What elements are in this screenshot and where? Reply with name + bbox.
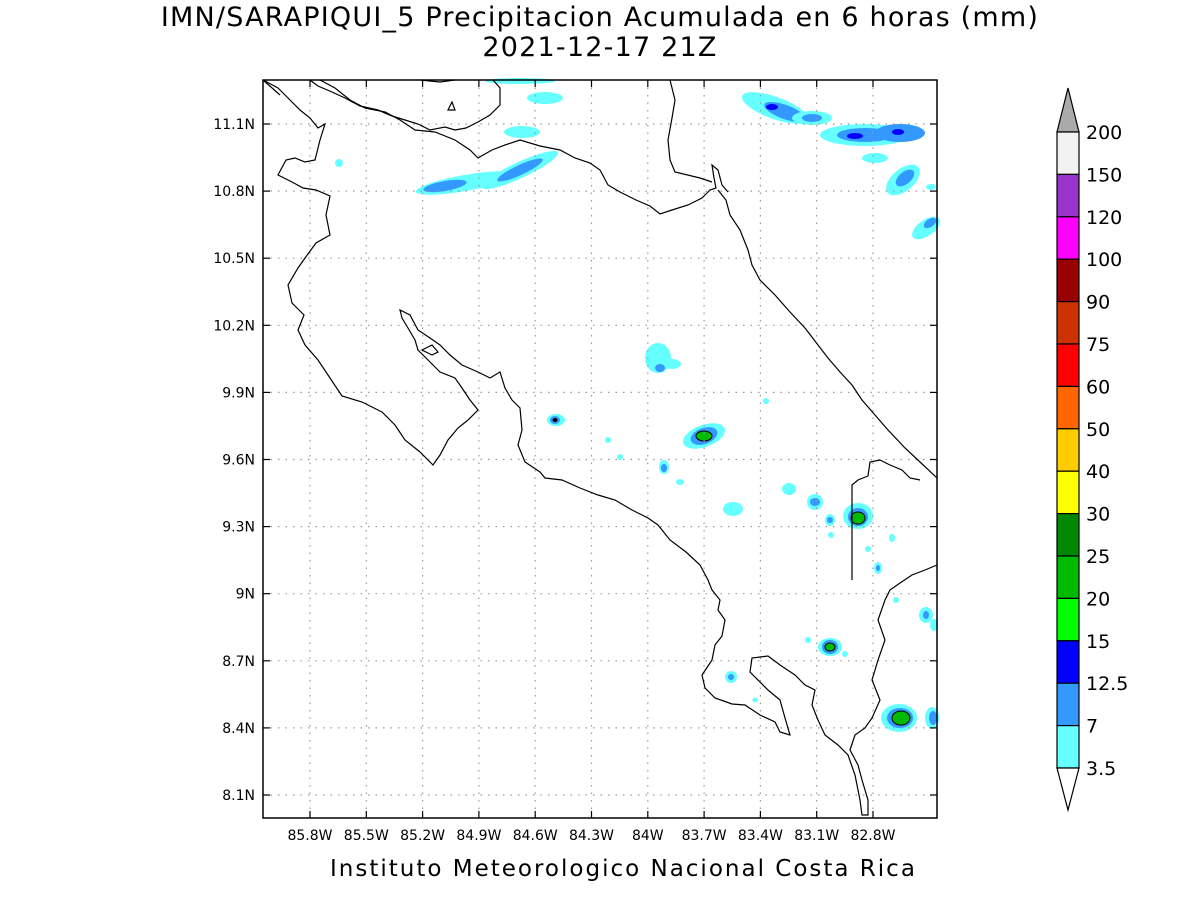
lon-tick-label: 84W: [632, 828, 664, 844]
colorbar-label: 120: [1086, 207, 1122, 229]
lat-tick-label: 11.1N: [213, 117, 255, 133]
lon-tick-label: 85.5W: [344, 828, 389, 844]
colorbar-box: [1056, 216, 1080, 260]
colorbar-label: 90: [1086, 292, 1110, 314]
colorbar-label: 75: [1086, 334, 1110, 356]
lon-tick-label: 83.4W: [738, 828, 783, 844]
lat-tick-label: 8.4N: [222, 721, 255, 737]
map-frame: [262, 79, 938, 819]
lat-tick-label: 8.7N: [222, 654, 255, 670]
colorbar-label: 20: [1086, 588, 1110, 610]
colorbar-label: 15: [1086, 631, 1110, 653]
lat-tick-label: 10.8N: [213, 184, 255, 200]
colorbar-box: [1056, 470, 1080, 515]
colorbar-box: [1056, 640, 1080, 684]
colorbar-box: [1056, 555, 1080, 600]
colorbar-box: [1056, 131, 1080, 176]
lat-tick-label: 9.6N: [222, 453, 255, 469]
map-title: IMN/SARAPIQUI_5 Precipitacion Acumulada …: [160, 2, 1040, 33]
latitude-labels: 11.1N 10.8N 10.5N 10.2N 9.9N 9.6N 9.3N 9N 8.7N 8.…: [213, 117, 255, 804]
colorbar-box: [1056, 724, 1080, 769]
footer-credit: Instituto Meteorologico Nacional Costa R…: [330, 856, 917, 882]
lon-tick-label: 84.3W: [569, 828, 614, 844]
colorbar-label: 3.5: [1086, 758, 1116, 780]
axis-ticks: [263, 80, 937, 818]
colorbar-box: [1056, 428, 1080, 472]
colorbar-label: 200: [1086, 122, 1122, 144]
lat-tick-label: 10.2N: [213, 318, 255, 334]
lat-tick-label: 9.3N: [222, 520, 255, 536]
colorbar-label: 12.5: [1086, 673, 1128, 695]
colorbar-box: [1056, 258, 1080, 303]
lat-tick-label: 10.5N: [213, 251, 255, 267]
colorbar-label: 100: [1086, 249, 1122, 271]
colorbar-bottom-arrow: [1056, 767, 1080, 813]
colorbar-label: 25: [1086, 546, 1110, 568]
longitude-labels: 85.8W 85.5W 85.2W 84.9W 84.6W 84.3W 84W 83.7W 83…: [287, 828, 895, 844]
lat-tick-label: 9.9N: [222, 385, 255, 401]
colorbar-box: [1056, 301, 1080, 345]
lon-tick-label: 83.7W: [682, 828, 727, 844]
lon-tick-label: 84.9W: [456, 828, 501, 844]
lon-tick-label: 85.8W: [287, 828, 332, 844]
colorbar-box: [1056, 597, 1080, 642]
lat-tick-label: 8.1N: [222, 788, 255, 804]
colorbar-box: [1056, 682, 1080, 727]
colorbar-label: 150: [1086, 164, 1122, 186]
colorbar-label: 60: [1086, 376, 1110, 398]
colorbar-label: 50: [1086, 419, 1110, 441]
colorbar-label: 40: [1086, 461, 1110, 483]
colorbar-top-arrow: [1056, 87, 1080, 133]
colorbar-labels: 200 150 120 100 90 75 60 50 40 30 25 20 15 12.5 7 3.5: [1086, 122, 1128, 780]
lon-tick-label: 85.2W: [400, 828, 445, 844]
colorbar-box: [1056, 343, 1080, 388]
lat-tick-label: 9N: [236, 587, 255, 603]
colorbar-box: [1056, 173, 1080, 218]
map-timestamp: 2021-12-17 21Z: [482, 32, 718, 63]
colorbar-box: [1056, 512, 1080, 557]
colorbar-boxes: [1056, 87, 1080, 813]
lon-tick-label: 84.6W: [513, 828, 558, 844]
lon-tick-label: 82.8W: [850, 828, 895, 844]
colorbar-label: 30: [1086, 504, 1110, 526]
colorbar-label: 7: [1086, 716, 1098, 738]
lon-tick-label: 83.1W: [794, 828, 839, 844]
map-gridlines: [263, 80, 937, 818]
colorbar-box: [1056, 385, 1080, 430]
